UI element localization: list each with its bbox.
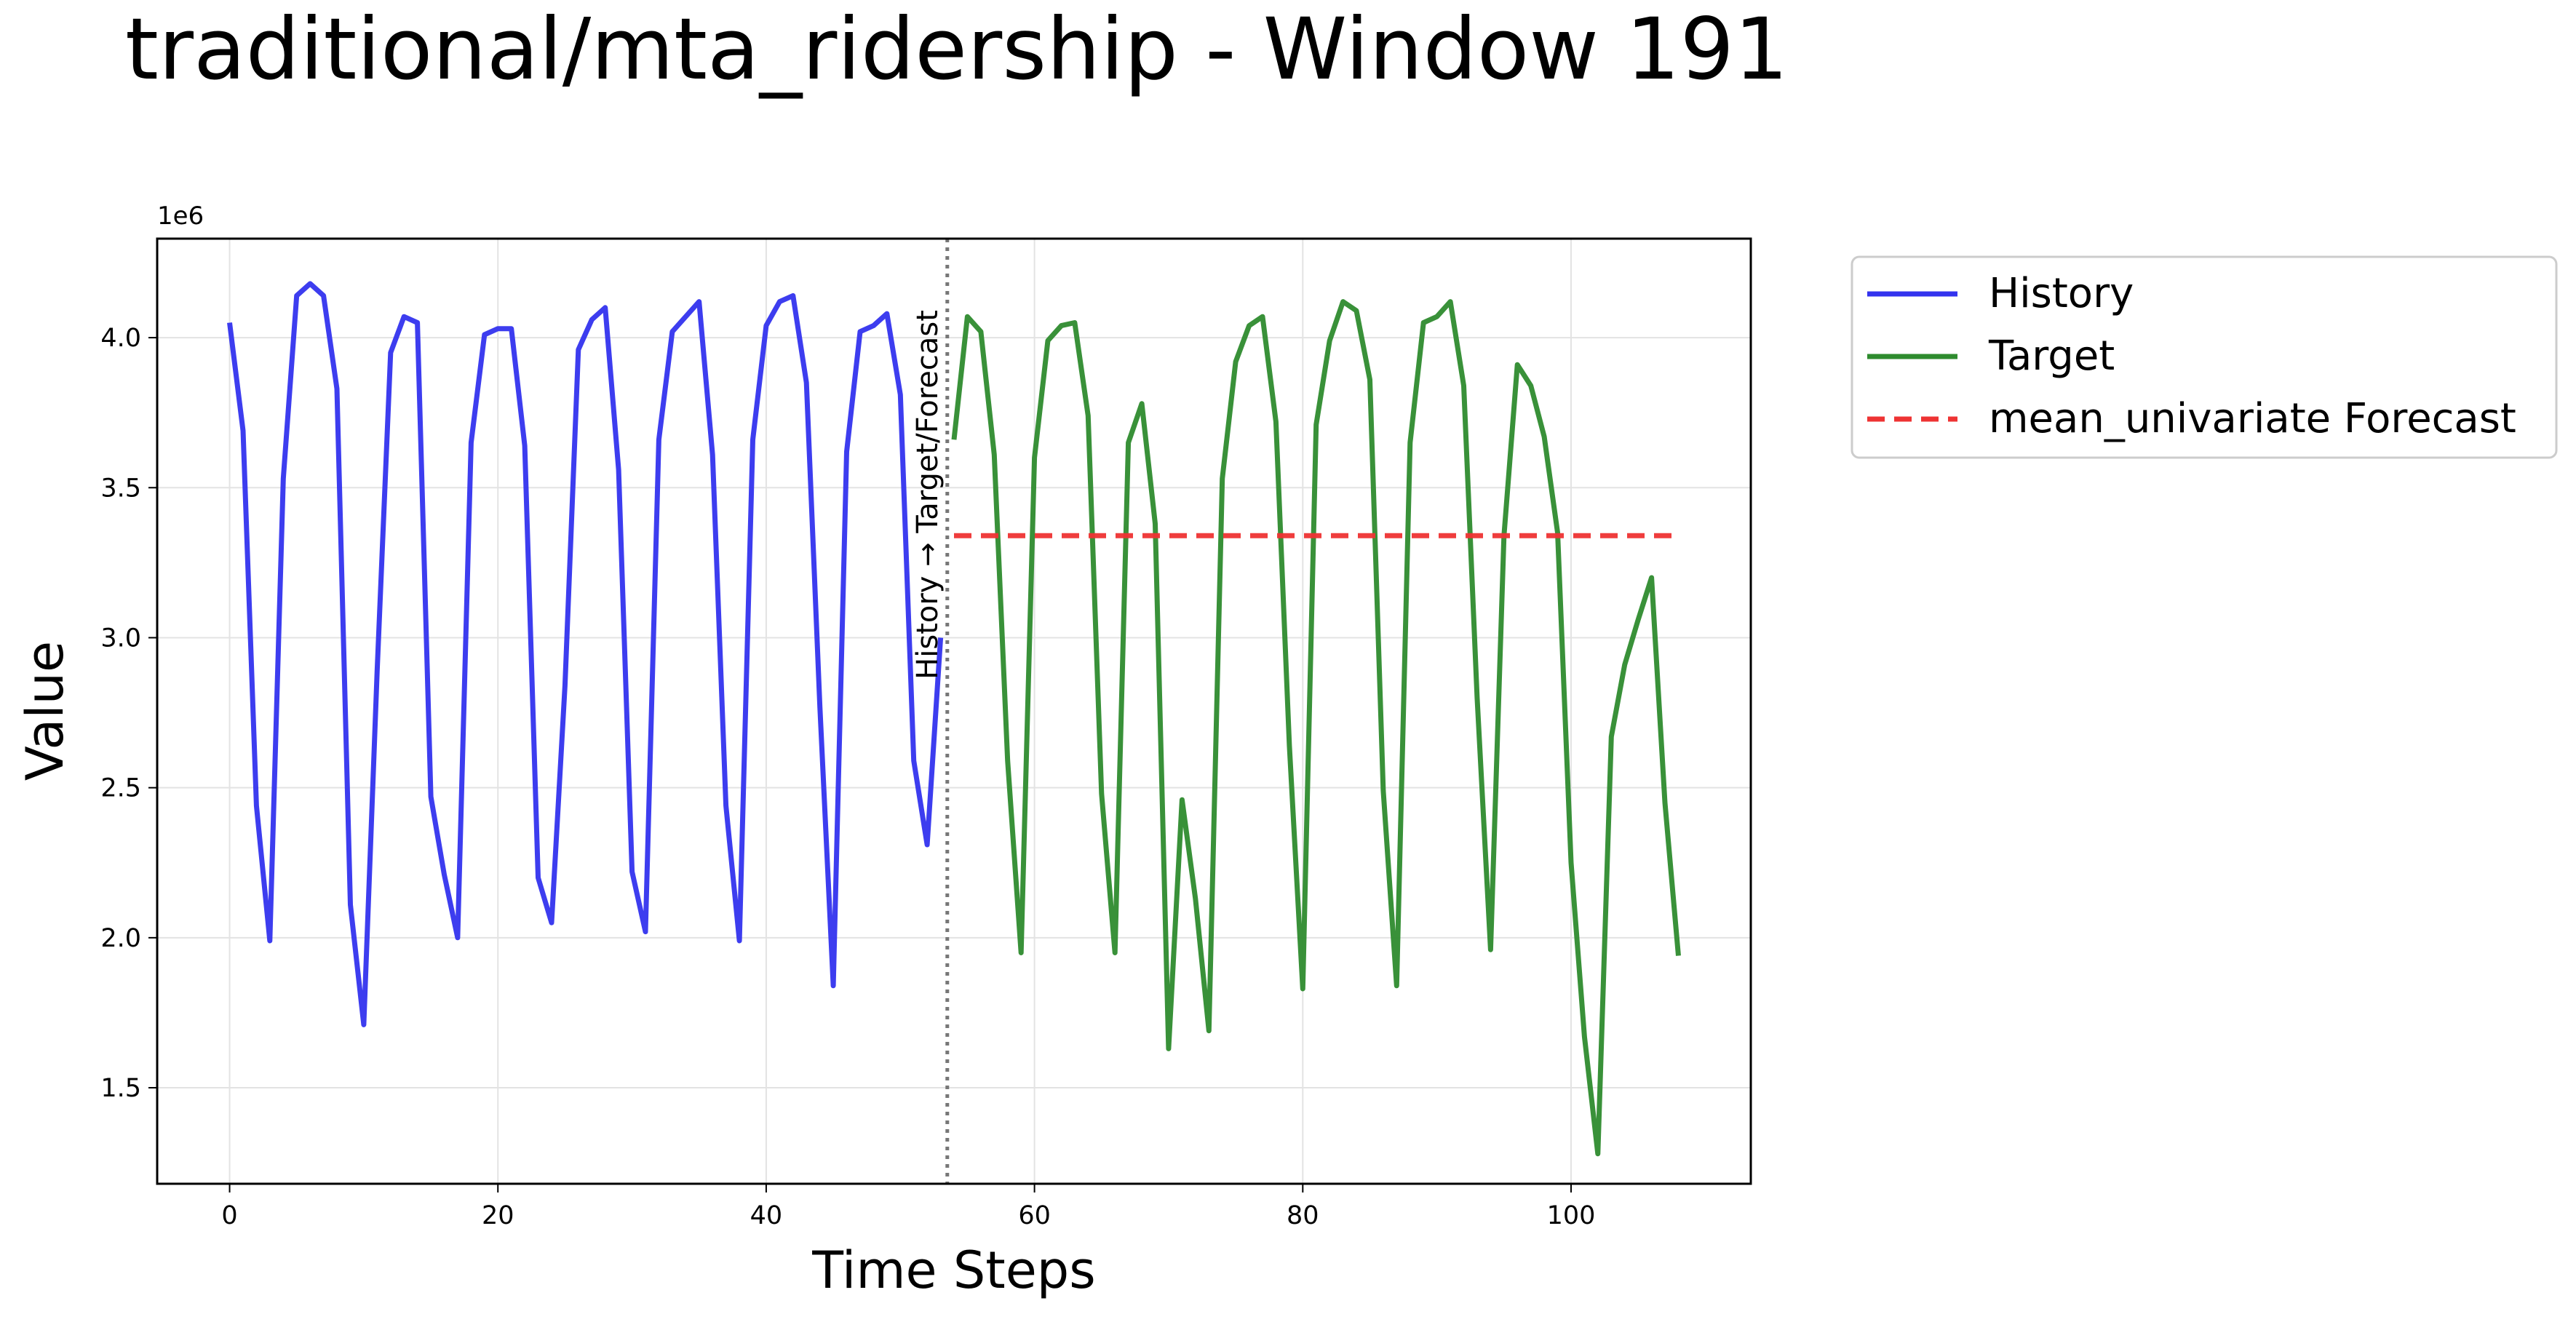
legend-label-forecast: mean_univariate Forecast bbox=[1989, 395, 2516, 442]
x-tick-label: 100 bbox=[1547, 1201, 1596, 1230]
y-tick-label: 1.5 bbox=[100, 1074, 141, 1103]
legend: History Target mean_univariate Forecast bbox=[1850, 255, 2558, 459]
plot-frame bbox=[156, 237, 1752, 1185]
grid-lines bbox=[157, 239, 1751, 1184]
chart-title: traditional/mta_ridership - Window 191 bbox=[125, 0, 1789, 99]
y-tick-label: 3.5 bbox=[100, 474, 141, 503]
legend-label-history: History bbox=[1989, 270, 2134, 317]
legend-box bbox=[1850, 255, 2558, 459]
y-tick-label: 3.0 bbox=[100, 624, 141, 653]
x-axis: 0 20 40 60 80 100 bbox=[221, 1184, 1595, 1230]
x-tick-label: 20 bbox=[482, 1201, 514, 1230]
x-tick-label: 80 bbox=[1287, 1201, 1319, 1230]
divider-label: History → Target/Forecast bbox=[911, 310, 945, 680]
plot-lines: History → Target/Forecast bbox=[227, 239, 1681, 1184]
series-line-target bbox=[951, 299, 1681, 1157]
y-axis: 1.5 2.0 2.5 3.0 3.5 4.0 bbox=[100, 324, 157, 1103]
y-multiplier-label: 1e6 bbox=[157, 202, 204, 231]
y-tick-label: 2.5 bbox=[100, 774, 141, 803]
y-axis-label: Value bbox=[15, 641, 75, 781]
y-tick-label: 4.0 bbox=[100, 324, 141, 353]
x-tick-label: 40 bbox=[750, 1201, 783, 1230]
x-tick-label: 0 bbox=[221, 1201, 237, 1230]
series-line-history bbox=[227, 281, 944, 1027]
x-tick-label: 60 bbox=[1018, 1201, 1051, 1230]
y-tick-label: 2.0 bbox=[100, 924, 141, 953]
x-axis-label: Time Steps bbox=[811, 1241, 1095, 1300]
legend-label-target: Target bbox=[1988, 333, 2115, 380]
